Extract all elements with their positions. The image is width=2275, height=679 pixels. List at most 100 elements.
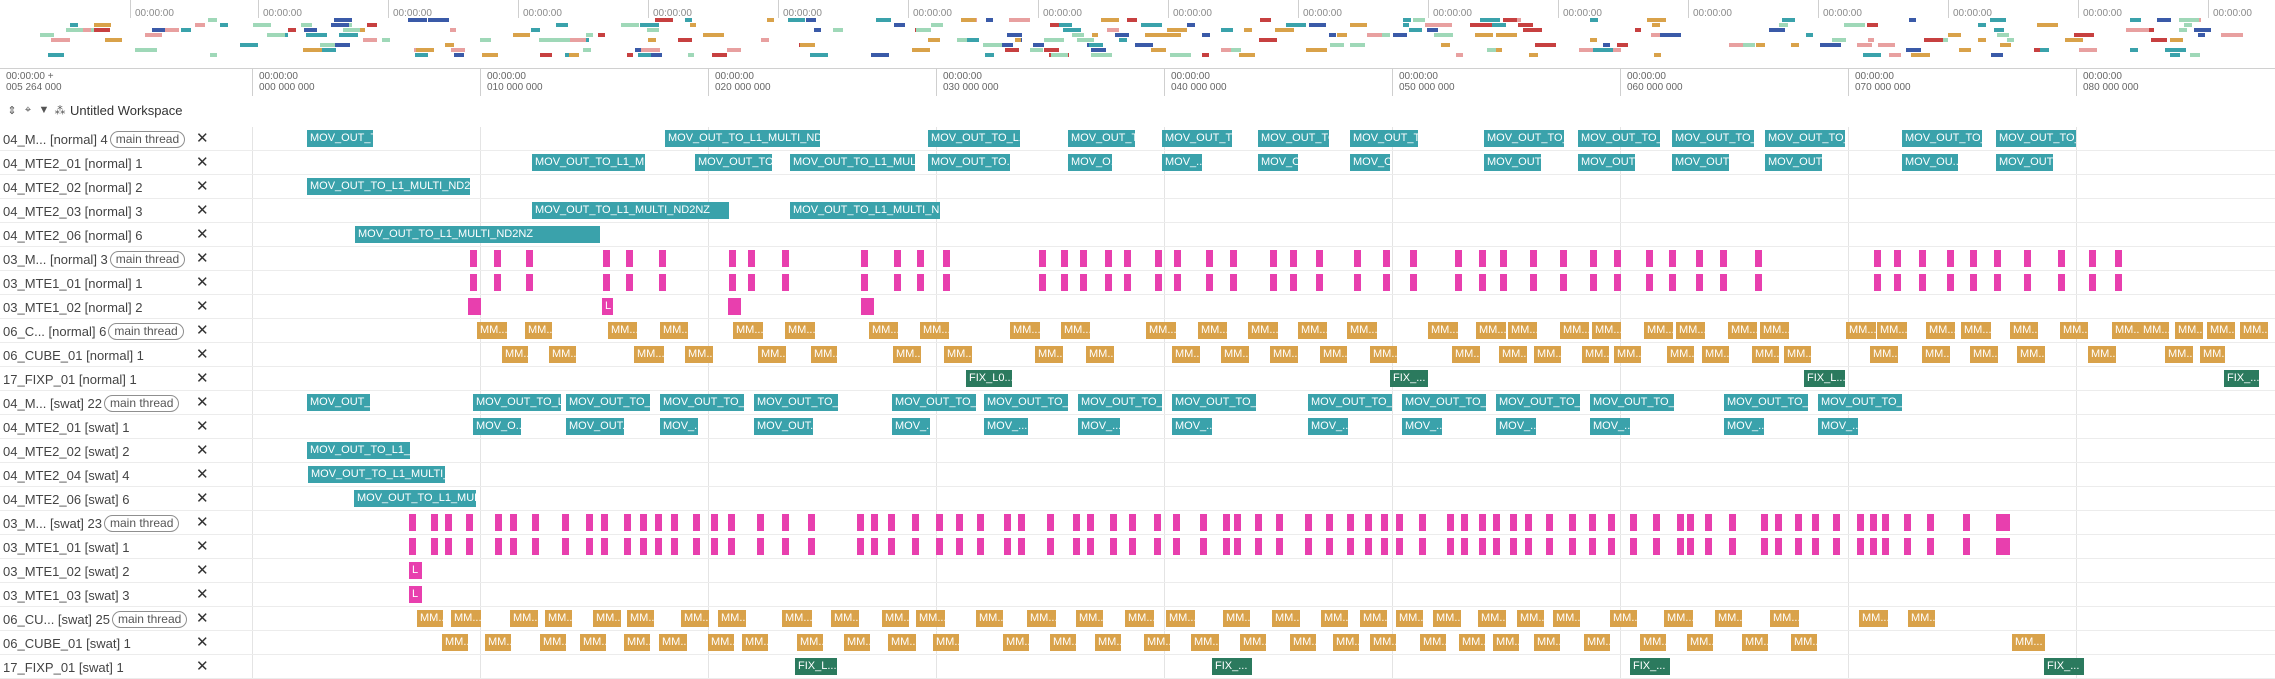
trace-slice[interactable]: MM... bbox=[608, 322, 637, 339]
trace-slice[interactable]: MM... bbox=[2010, 322, 2038, 339]
trace-slice[interactable]: MOV_OUT_TO_L1_M... bbox=[307, 442, 410, 459]
trace-slice[interactable]: MM... bbox=[1452, 346, 1480, 363]
trace-slice[interactable]: MOV_OUT_TO_L1_MULTI_N... bbox=[308, 466, 445, 483]
trace-slice[interactable] bbox=[2058, 250, 2065, 267]
trace-slice[interactable]: MM... bbox=[624, 634, 650, 651]
trace-slice[interactable] bbox=[1354, 250, 1361, 267]
trace-slice[interactable] bbox=[1569, 514, 1576, 531]
trace-slice[interactable]: MM... bbox=[782, 610, 812, 627]
trace-slice[interactable]: FIX_... bbox=[1390, 370, 1428, 387]
trace-slice[interactable]: FIX_L0... bbox=[966, 370, 1012, 387]
trace-slice[interactable] bbox=[2003, 514, 2010, 531]
trace-slice[interactable] bbox=[603, 274, 610, 291]
trace-slice[interactable] bbox=[1447, 538, 1454, 555]
trace-slice[interactable]: MM... bbox=[1428, 322, 1458, 339]
trace-slice[interactable] bbox=[1347, 538, 1354, 555]
trace-slice[interactable] bbox=[1590, 274, 1597, 291]
track-row[interactable]: 06_CUBE_01 [swat] 1✕MM...MM...MM...MM...… bbox=[0, 631, 2275, 655]
trace-slice[interactable]: MOV_OUT_... bbox=[307, 394, 370, 411]
trace-slice[interactable]: MOV_OUT_TO_L1_MULTI_ND2NZ bbox=[307, 178, 470, 195]
trace-slice[interactable] bbox=[1080, 274, 1087, 291]
trace-slice[interactable] bbox=[1608, 514, 1615, 531]
trace-slice[interactable]: MM... bbox=[1908, 610, 1935, 627]
trace-slice[interactable]: MM... bbox=[1035, 346, 1063, 363]
trace-slice[interactable]: MOV_OUT_TO_... bbox=[754, 394, 838, 411]
trace-slice[interactable]: MM... bbox=[882, 610, 909, 627]
trace-slice[interactable] bbox=[1614, 274, 1621, 291]
trace-slice[interactable]: MOV_OUT_T... bbox=[1162, 130, 1232, 147]
trace-slice[interactable] bbox=[861, 274, 868, 291]
trace-slice[interactable]: MOV_... bbox=[984, 418, 1028, 435]
trace-slice[interactable]: MOV_O... bbox=[473, 418, 521, 435]
trace-slice[interactable]: MOV_OUT_TO_... bbox=[1068, 130, 1135, 147]
trace-slice[interactable]: MOV_OU... bbox=[1902, 154, 1958, 171]
trace-slice[interactable] bbox=[1105, 250, 1112, 267]
trace-slice[interactable] bbox=[1970, 274, 1977, 291]
remove-track-icon[interactable]: ✕ bbox=[196, 298, 209, 315]
trace-slice[interactable] bbox=[1614, 250, 1621, 267]
trace-slice[interactable]: MM... bbox=[733, 322, 763, 339]
trace-slice[interactable] bbox=[1073, 538, 1080, 555]
trace-slice[interactable]: MM... bbox=[510, 610, 538, 627]
trace-slice[interactable]: L bbox=[409, 562, 422, 579]
trace-slice[interactable] bbox=[1223, 538, 1230, 555]
trace-slice[interactable]: MOV_OUT_TO_L1_MULTI... bbox=[790, 154, 915, 171]
trace-slice[interactable] bbox=[1410, 250, 1417, 267]
trace-slice[interactable]: FIX_... bbox=[2224, 370, 2259, 387]
trace-slice[interactable] bbox=[912, 514, 919, 531]
trace-slice[interactable]: MM... bbox=[1198, 322, 1227, 339]
trace-slice[interactable] bbox=[917, 274, 924, 291]
trace-slice[interactable] bbox=[1669, 274, 1676, 291]
trace-slice[interactable]: MM... bbox=[811, 346, 837, 363]
trace-slice[interactable] bbox=[1530, 250, 1537, 267]
trace-slice[interactable] bbox=[729, 250, 736, 267]
trace-slice[interactable] bbox=[494, 250, 501, 267]
trace-slice[interactable]: MOV_OUT_TO_L... bbox=[1578, 130, 1660, 147]
trace-slice[interactable] bbox=[1230, 274, 1237, 291]
trace-slice[interactable] bbox=[711, 538, 718, 555]
trace-slice[interactable]: MM... bbox=[933, 634, 959, 651]
trace-slice[interactable]: MOV_OUT_TO_... bbox=[1496, 394, 1580, 411]
trace-slice[interactable] bbox=[1381, 514, 1388, 531]
trace-slice[interactable]: MOV_OUT_TO_L1_MULT... bbox=[354, 490, 476, 507]
trace-slice[interactable] bbox=[1919, 250, 1926, 267]
trace-slice[interactable]: MOV_O... bbox=[1350, 154, 1390, 171]
trace-slice[interactable] bbox=[1326, 538, 1333, 555]
trace-slice[interactable] bbox=[1677, 538, 1684, 555]
trace-slice[interactable] bbox=[1455, 274, 1462, 291]
trace-slice[interactable] bbox=[1105, 274, 1112, 291]
trace-slice[interactable] bbox=[1047, 538, 1054, 555]
trace-slice[interactable] bbox=[1234, 538, 1241, 555]
trace-slice[interactable] bbox=[1200, 514, 1207, 531]
trace-slice[interactable]: MOV_OUT_TO_L... bbox=[473, 394, 561, 411]
trace-slice[interactable]: MOV_... bbox=[1078, 418, 1120, 435]
trace-slice[interactable] bbox=[1927, 538, 1934, 555]
expand-collapse-icon[interactable]: ⇕ bbox=[7, 104, 17, 117]
trace-slice[interactable]: MM... bbox=[2112, 322, 2140, 339]
trace-slice[interactable]: MM... bbox=[1027, 610, 1056, 627]
trace-slice[interactable] bbox=[857, 514, 864, 531]
trace-slice[interactable]: MM... bbox=[1770, 610, 1799, 627]
trace-slice[interactable] bbox=[409, 538, 416, 555]
trace-slice[interactable] bbox=[1510, 514, 1517, 531]
trace-slice[interactable]: MM... bbox=[1433, 610, 1461, 627]
trace-slice[interactable]: MM... bbox=[1560, 322, 1589, 339]
trace-slice[interactable]: MM... bbox=[1248, 322, 1278, 339]
trace-slice[interactable]: MM... bbox=[1667, 346, 1694, 363]
remove-track-icon[interactable]: ✕ bbox=[196, 658, 209, 675]
trace-slice[interactable]: MM... bbox=[525, 322, 552, 339]
trace-slice[interactable]: MOV_OUT... bbox=[1672, 154, 1729, 171]
trace-slice[interactable] bbox=[782, 538, 789, 555]
overview-timeline[interactable]: 00:00:00 00:00:00 00:00:00 00:00:00 00:00:00… bbox=[0, 0, 2275, 69]
trace-slice[interactable] bbox=[624, 538, 631, 555]
trace-slice[interactable]: MM... bbox=[1970, 346, 1998, 363]
track-row[interactable]: 03_MTE1_01 [normal] 1 ✕ bbox=[0, 271, 2275, 295]
trace-slice[interactable] bbox=[782, 514, 789, 531]
remove-track-icon[interactable]: ✕ bbox=[196, 586, 209, 603]
trace-slice[interactable] bbox=[1947, 250, 1954, 267]
trace-slice[interactable] bbox=[2089, 250, 2096, 267]
trace-slice[interactable]: MM... bbox=[1166, 610, 1195, 627]
remove-track-icon[interactable]: ✕ bbox=[196, 418, 209, 435]
trace-slice[interactable] bbox=[1525, 538, 1532, 555]
trace-slice[interactable]: MM... bbox=[2165, 346, 2193, 363]
